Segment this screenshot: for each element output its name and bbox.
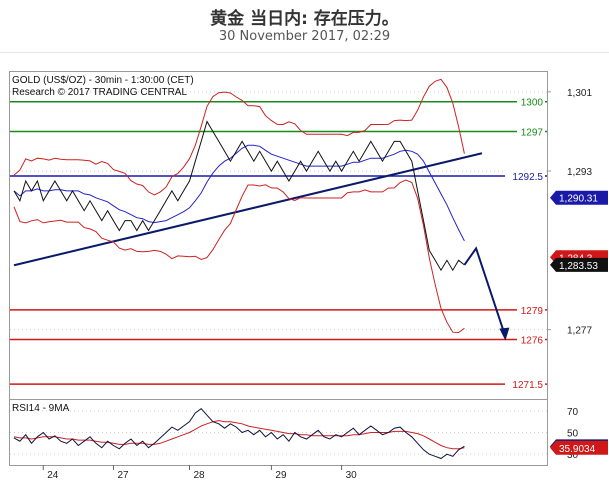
level-label-bg <box>505 378 545 391</box>
moving-average <box>13 144 465 242</box>
projection-line <box>463 246 507 337</box>
research-label: Research © 2017 TRADING CENTRAL <box>12 87 187 98</box>
x-tick-label: 28 <box>194 470 206 481</box>
rsi-tick-label: 50 <box>567 429 579 440</box>
rsi-tag: 35.9034 <box>559 444 596 455</box>
y-tick-label: 1,301 <box>567 88 592 99</box>
rsi-ma-line <box>13 420 465 450</box>
level-lines: 1300 1297 1292.5 1279 1276 1271.5 <box>10 95 547 391</box>
level-label: 1271.5 <box>512 380 543 391</box>
rsi-tick-label: 30 <box>567 450 579 461</box>
price-tag: 1,283.53 <box>559 261 598 272</box>
price-chart: 1300 1297 1292.5 1279 1276 1271.5 70 50 30 1,30… <box>9 71 608 481</box>
level-label-bg <box>517 333 545 346</box>
x-tick-label: 24 <box>47 470 59 481</box>
price-tag: 1,290.31 <box>559 194 598 205</box>
x-tick-label: 27 <box>117 470 129 481</box>
upper-band <box>13 78 465 196</box>
level-label-bg <box>517 125 545 138</box>
rsi-tag-bg <box>550 440 608 455</box>
rsi-group: 70 50 30 <box>10 407 579 461</box>
y-tick-label: 1,293 <box>567 167 592 178</box>
level-label-bg <box>517 95 545 108</box>
main-panel-frame <box>9 71 548 400</box>
rsi-tick-label: 70 <box>567 407 579 418</box>
price-tag-bg <box>550 257 608 272</box>
lower-band <box>13 179 465 334</box>
level-label: 1276 <box>521 336 544 347</box>
page-title: 黄金 当日内: 存在压力。 <box>210 9 399 29</box>
price-tags: 1,290.311,284.31,283.5337.24235.9034 <box>550 190 608 455</box>
x-tick-label: 29 <box>275 470 287 481</box>
trendline <box>13 152 483 267</box>
instrument-label: GOLD (US$/OZ) - 30min - 1:30:00 (CET) <box>12 75 194 86</box>
level-label: 1292.5 <box>512 172 543 183</box>
price-series-group <box>13 78 465 334</box>
level-label-bg <box>505 170 545 183</box>
price-line <box>13 120 465 272</box>
level-label: 1279 <box>521 306 544 317</box>
level-label: 1300 <box>521 98 544 109</box>
rsi-line <box>13 408 465 460</box>
projection-arrowhead <box>499 327 510 341</box>
price-tag-bg <box>550 190 608 205</box>
x-tick-label: 30 <box>346 470 358 481</box>
rsi-label: RSI14 - 9MA <box>12 403 70 414</box>
projection-group <box>463 246 510 341</box>
level-label: 1297 <box>521 127 544 138</box>
gridlines <box>10 91 547 331</box>
page-subtitle: 30 November 2017, 02:29 <box>218 29 391 44</box>
y-tick-label: 1,277 <box>567 326 592 337</box>
trendline-group <box>13 152 483 267</box>
level-label-bg <box>517 303 545 316</box>
header-divider <box>0 52 609 53</box>
axis-ticks: 1,301 1,293 1,277 24 27 28 29 30 <box>42 88 592 481</box>
